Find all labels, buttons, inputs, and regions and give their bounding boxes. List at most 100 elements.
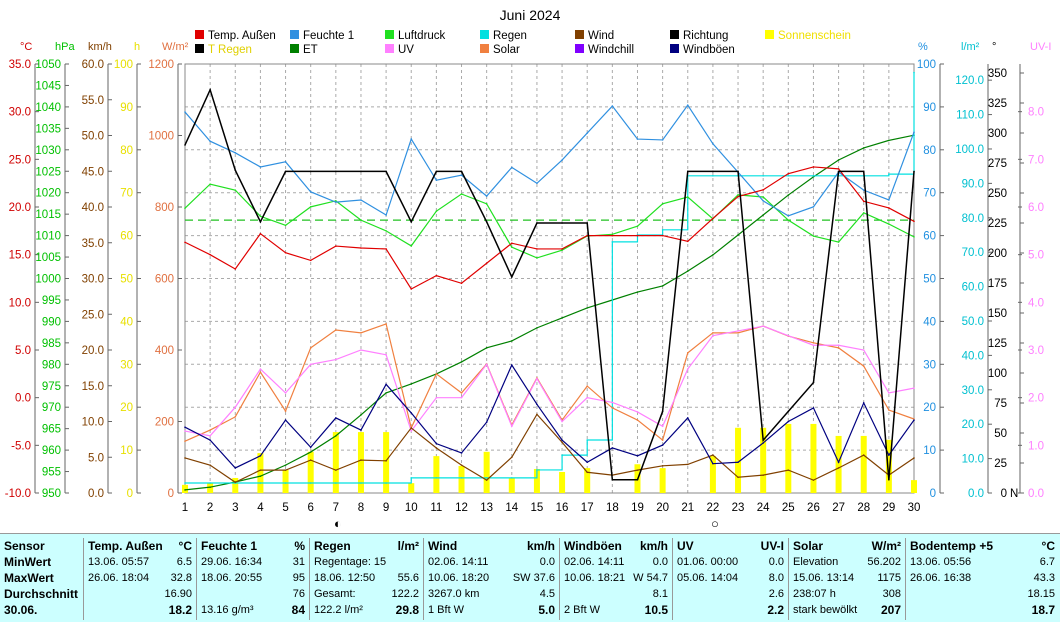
cell-value: km/h [639, 539, 668, 553]
cell-label: Gesamt: [314, 588, 356, 600]
axis-tick-label: 200 [155, 417, 174, 429]
data-point-luftdruck [385, 230, 387, 232]
table-column: Wind km/h 02.06. 14:11 0.0 10.06. 18:20 SW 37… [424, 538, 560, 620]
column-header: Bodentemp +5 °C [906, 538, 1059, 554]
data-point-luftdruck [259, 215, 262, 218]
axis-tick-label: 100 [114, 59, 133, 71]
axis-tick-label: 1000 [148, 131, 174, 143]
data-point-richtung [385, 170, 387, 173]
data-point-et [460, 361, 463, 363]
cell-label: 26.06. 18:04 [88, 572, 150, 584]
x-tick-label: 24 [757, 502, 770, 514]
data-point-luftdruck [309, 206, 312, 208]
data-point-solar [335, 329, 337, 331]
axis-tick-label: 20.0 [9, 202, 31, 214]
bar-sonnenschein [810, 423, 817, 493]
axis-tick-label: 175 [988, 278, 1007, 290]
x-tick-label: 13 [480, 502, 493, 514]
data-point-et [309, 451, 312, 453]
axis-tick-label: 1045 [35, 80, 61, 92]
data-point-uv [611, 401, 614, 404]
data-point-windböen [485, 421, 488, 424]
data-point-wind [460, 464, 463, 466]
data-point-regen [611, 241, 614, 243]
data-point-et [762, 214, 764, 216]
data-point-temp-au-en [787, 172, 790, 175]
data-point-windböen [435, 442, 438, 445]
data-point-uv [410, 430, 413, 432]
legend-label: Regen [493, 30, 527, 42]
data-point-uv [561, 420, 563, 423]
cell-value: 6.7 [1039, 556, 1055, 568]
weather-chart: °C35.030.025.020.015.010.05.00.0-5.0-10.… [5, 30, 1051, 531]
data-point-temp-au-en [485, 262, 488, 265]
data-point-windböen [335, 417, 337, 419]
axis-unit-h: h [134, 41, 140, 53]
data-point-wind [913, 457, 915, 459]
axis-tick-label: 100 [917, 59, 936, 71]
data-point-temp-au-en [510, 242, 513, 245]
axis-tick-label: 50 [994, 428, 1007, 440]
data-point-uv [485, 363, 488, 366]
data-point-feuchte-1 [636, 138, 639, 140]
table-cell: Regentage: 15 [310, 554, 423, 570]
data-point-temp-au-en [234, 268, 237, 270]
data-point-richtung [410, 221, 413, 223]
data-point-temp-au-en [686, 240, 689, 243]
cell-value: 32.8 [170, 572, 192, 584]
data-point-regen [209, 482, 211, 484]
axis-tick-label: 350 [988, 68, 1007, 80]
data-point-wind [435, 447, 438, 449]
table-cell: 18.2 [84, 602, 196, 618]
axis-tick-label: 70.0 [962, 247, 984, 259]
cell-label: 18.06. 12:50 [314, 572, 376, 584]
column-header: Temp. Außen °C [84, 538, 196, 554]
axis-tick-label: 50.0 [962, 316, 984, 328]
axis-tick-label: 30 [120, 359, 133, 371]
data-point-richtung [284, 170, 287, 173]
cell-value: 308 [882, 588, 901, 600]
legend-swatch [765, 30, 774, 39]
data-point-uv [787, 334, 790, 337]
data-point-wind [636, 469, 639, 471]
data-point-luftdruck [510, 246, 513, 248]
data-point-feuchte-1 [712, 142, 714, 145]
data-point-solar [586, 385, 589, 387]
data-point-temp-au-en [309, 259, 312, 262]
axis-tick-label: 45.0 [82, 166, 104, 178]
x-tick-label: 14 [505, 502, 518, 514]
data-point-uv [837, 344, 840, 347]
table-cell: 1 Bft W 5.0 [424, 602, 559, 618]
axis-tick-label: 20.0 [962, 419, 984, 431]
axis-tick-label: 950 [42, 488, 61, 500]
cell-value: 0.0 [539, 556, 555, 568]
data-point-temp-au-en [586, 234, 589, 237]
axis-tick-label: 10.0 [82, 417, 104, 429]
table-cell: MinWert [0, 554, 83, 570]
axis-tick-label: 250 [988, 188, 1007, 200]
x-tick-label: 2 [207, 502, 213, 514]
table-column: Sensor MinWert MaxWert Durchschnitt 30.06. [0, 538, 84, 620]
bar-sonnenschein [383, 432, 390, 493]
axis-tick-label: 30.0 [9, 107, 31, 119]
data-point-feuchte-1 [184, 111, 186, 113]
data-point-uv [385, 353, 387, 356]
data-point-wind [485, 479, 488, 481]
cell-value: 8.1 [652, 588, 668, 600]
data-point-luftdruck [888, 223, 890, 225]
axis-tick-label: 400 [155, 345, 174, 357]
data-point-temp-au-en [360, 247, 362, 249]
cell-value: % [294, 539, 305, 553]
table-cell: 10.06. 18:20 SW 37.6 [424, 570, 559, 586]
data-point-et [485, 347, 488, 349]
table-cell: 18.06. 12:50 55.6 [310, 570, 423, 586]
cell-value: 2.2 [767, 603, 784, 617]
table-cell: 18.7 [906, 602, 1059, 618]
legend-label: Luftdruck [398, 30, 446, 42]
series-line-wind [184, 413, 915, 483]
data-point-et [284, 464, 287, 466]
column-header: Feuchte 1% [197, 538, 309, 554]
axis-tick-label: 1025 [35, 166, 61, 178]
data-point-feuchte-1 [234, 152, 237, 154]
data-point-luftdruck [787, 219, 790, 221]
